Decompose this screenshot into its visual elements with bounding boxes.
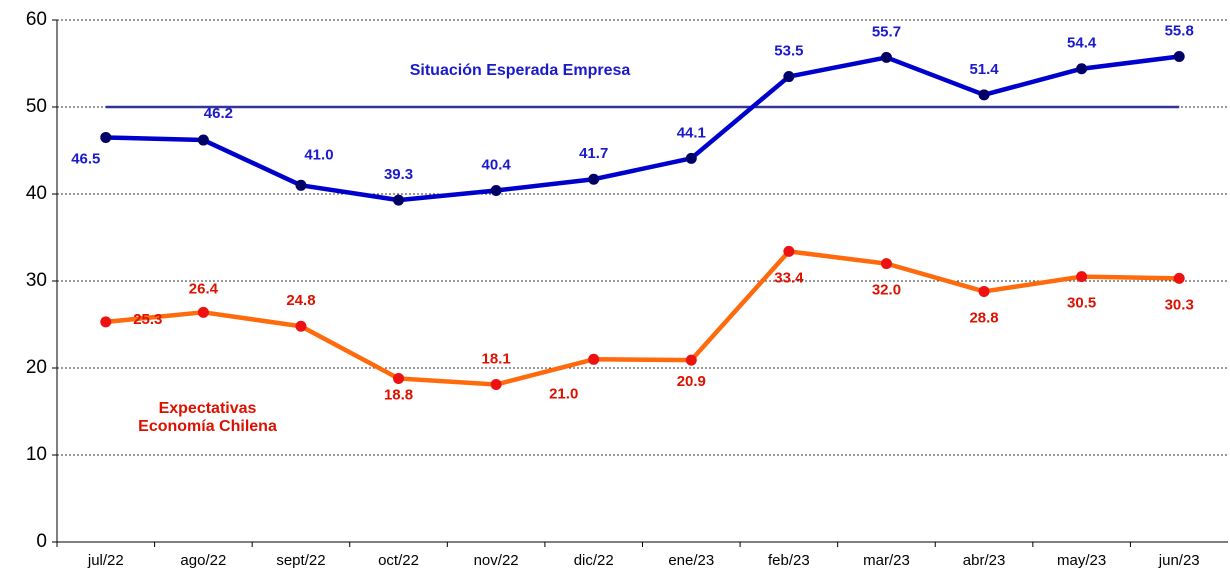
data-point bbox=[1173, 272, 1185, 284]
data-label: 25.3 bbox=[133, 311, 162, 328]
x-tick-label: feb/23 bbox=[768, 552, 810, 569]
y-tick-label: 10 bbox=[26, 444, 47, 465]
data-label: 33.4 bbox=[774, 269, 804, 286]
data-point bbox=[880, 51, 892, 63]
data-point bbox=[490, 185, 502, 197]
x-tick-label: may/23 bbox=[1057, 552, 1106, 569]
y-tick-label: 30 bbox=[26, 270, 47, 291]
data-point bbox=[685, 152, 697, 164]
series-annotation: Expectativas Economía Chilena bbox=[138, 400, 277, 435]
data-label: 30.3 bbox=[1165, 296, 1194, 313]
data-point bbox=[393, 372, 405, 384]
data-label: 18.8 bbox=[384, 386, 413, 403]
x-tick-label: nov/22 bbox=[474, 552, 519, 569]
data-point bbox=[978, 89, 990, 101]
series-line bbox=[105, 54, 1180, 203]
data-point bbox=[880, 258, 892, 270]
x-tick-label: sept/22 bbox=[276, 552, 325, 569]
data-point bbox=[978, 285, 990, 297]
data-label: 51.4 bbox=[969, 61, 999, 78]
data-point bbox=[588, 173, 600, 185]
data-point bbox=[1076, 63, 1088, 75]
y-tick-label: 40 bbox=[26, 183, 47, 204]
data-label: 41.7 bbox=[579, 145, 608, 162]
data-point bbox=[1173, 51, 1185, 63]
data-point bbox=[685, 354, 697, 366]
y-tick-label: 60 bbox=[26, 9, 47, 30]
data-label: 26.4 bbox=[189, 280, 219, 297]
data-label: 46.2 bbox=[204, 105, 233, 122]
data-point bbox=[783, 71, 795, 83]
data-label: 20.9 bbox=[677, 373, 706, 390]
data-label: 21.0 bbox=[549, 385, 578, 402]
x-tick-label: ene/23 bbox=[668, 552, 714, 569]
y-tick-label: 0 bbox=[36, 531, 47, 552]
data-label: 46.5 bbox=[71, 150, 100, 167]
x-tick-label: jun/23 bbox=[1158, 552, 1200, 569]
data-label: 24.8 bbox=[286, 292, 315, 309]
data-label: 30.5 bbox=[1067, 295, 1096, 312]
data-point bbox=[100, 131, 112, 143]
data-point bbox=[100, 316, 112, 328]
data-point bbox=[197, 306, 209, 318]
data-label: 55.7 bbox=[872, 23, 901, 40]
data-label: 28.8 bbox=[969, 309, 998, 326]
y-tick-label: 20 bbox=[26, 357, 47, 378]
x-tick-label: oct/22 bbox=[378, 552, 419, 569]
data-point bbox=[783, 245, 795, 257]
data-label: 32.0 bbox=[872, 282, 901, 299]
x-tick-label: jul/22 bbox=[87, 552, 124, 569]
data-label: 54.4 bbox=[1067, 35, 1097, 52]
data-point bbox=[588, 353, 600, 365]
data-point bbox=[490, 379, 502, 391]
data-point bbox=[393, 194, 405, 206]
x-tick-label: dic/22 bbox=[574, 552, 614, 569]
data-point bbox=[1076, 271, 1088, 283]
data-label: 44.1 bbox=[677, 124, 706, 141]
x-tick-label: ago/22 bbox=[180, 552, 226, 569]
x-tick-label: mar/23 bbox=[863, 552, 910, 569]
x-tick-label: abr/23 bbox=[963, 552, 1006, 569]
series-annotation: Situación Esperada Empresa bbox=[409, 62, 631, 79]
y-tick-label: 50 bbox=[26, 96, 47, 117]
data-label: 40.4 bbox=[482, 156, 512, 173]
data-label: 18.1 bbox=[482, 350, 511, 367]
series-line bbox=[105, 249, 1180, 387]
data-label: 53.5 bbox=[774, 43, 803, 60]
data-label: 55.8 bbox=[1165, 23, 1194, 40]
data-label: 39.3 bbox=[384, 166, 413, 183]
data-point bbox=[295, 179, 307, 191]
data-point bbox=[295, 320, 307, 332]
data-label: 41.0 bbox=[304, 146, 333, 163]
data-point bbox=[197, 134, 209, 146]
